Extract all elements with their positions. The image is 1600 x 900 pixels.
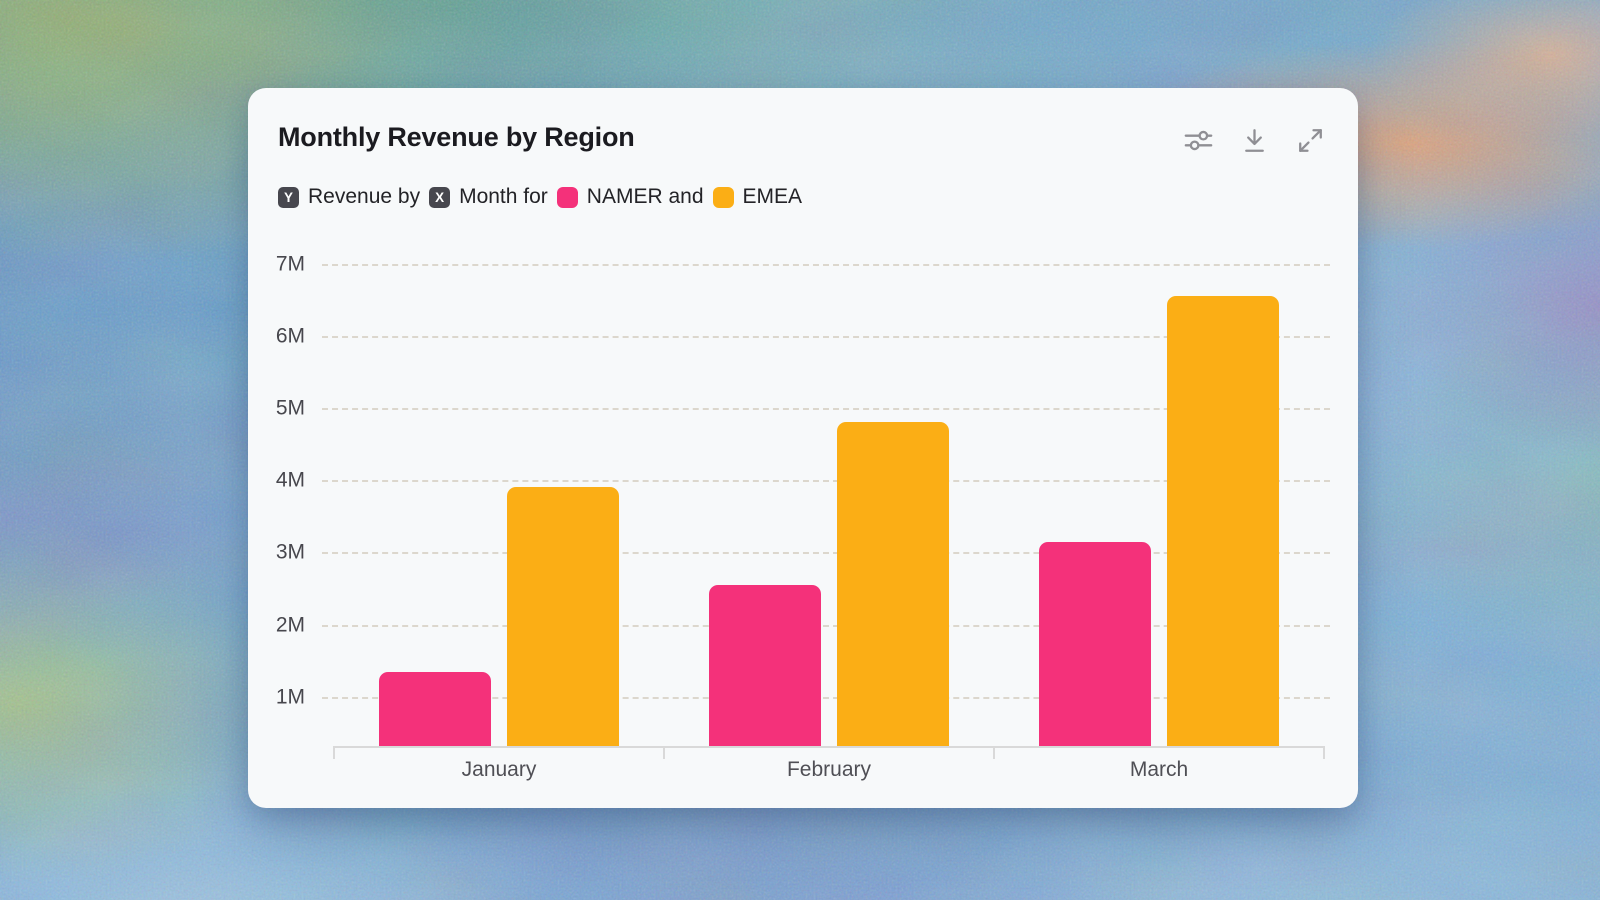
y-tick-label-5m: 5M — [275, 396, 305, 420]
chart-card: Monthly Revenue by Region Y — [248, 88, 1358, 808]
y-tick-label-2m: 2M — [275, 613, 305, 637]
bar-emea-february[interactable] — [837, 422, 949, 746]
x-tick-label-march: March — [1129, 758, 1189, 781]
bar-namer-february[interactable] — [709, 584, 821, 746]
y-tick-label-3m: 3M — [275, 540, 305, 564]
y-tick-label-6m: 6M — [275, 324, 305, 348]
y-tick-label-1m: 1M — [275, 685, 305, 709]
y-tick-label-4m: 4M — [275, 468, 305, 492]
x-axis-tick — [1323, 746, 1325, 759]
bar-namer-march[interactable] — [1039, 541, 1151, 746]
bar-emea-january[interactable] — [507, 487, 619, 746]
bar-chart: 1M 2M 3M 4M 5M 6M 7M January February March — [248, 88, 1358, 808]
x-axis-tick — [333, 746, 335, 759]
x-tick-label-february: February — [786, 758, 872, 781]
gridline-7m — [322, 263, 1330, 266]
bar-namer-january[interactable] — [379, 671, 491, 746]
x-axis-line — [334, 746, 1324, 748]
x-tick-label-january: January — [461, 758, 537, 781]
bar-emea-march[interactable] — [1167, 296, 1279, 746]
x-axis-tick — [663, 746, 665, 759]
x-axis-tick — [993, 746, 995, 759]
y-tick-label-7m: 7M — [275, 252, 305, 276]
